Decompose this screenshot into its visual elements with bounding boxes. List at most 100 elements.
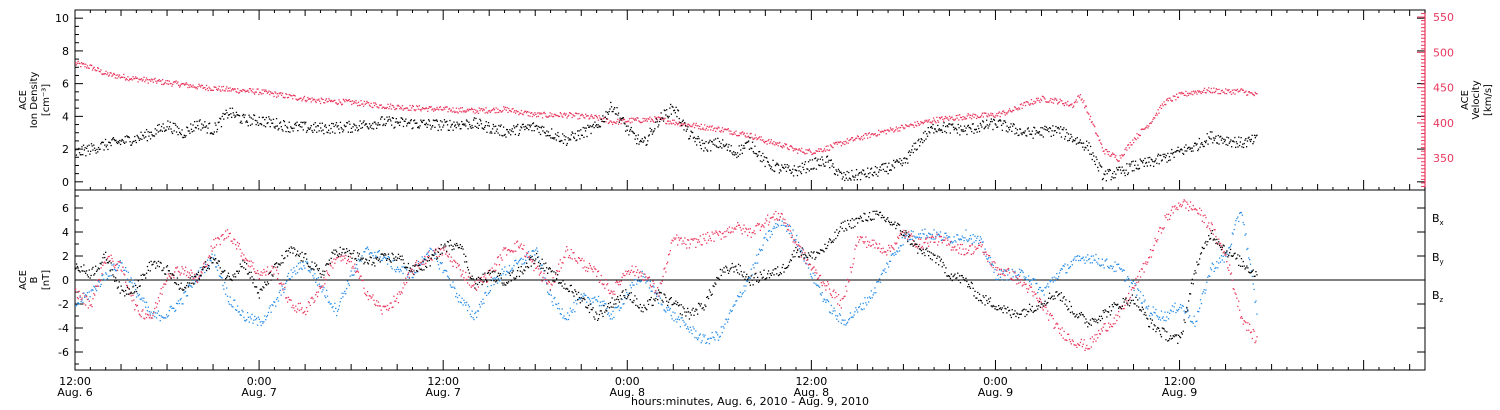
by-point: [889, 260, 892, 262]
by-point: [1142, 294, 1144, 297]
velocity-point: [812, 153, 814, 155]
bz-point: [468, 284, 471, 286]
velocity-point: [265, 90, 268, 92]
density-point: [441, 121, 443, 123]
velocity-point: [988, 115, 990, 117]
velocity-point: [354, 102, 356, 104]
by-point: [1101, 258, 1103, 260]
density-point: [525, 127, 528, 129]
velocity-point: [435, 108, 437, 110]
velocity-point: [209, 87, 211, 90]
density-point: [1246, 146, 1248, 148]
density-point: [970, 128, 972, 130]
density-point: [423, 119, 425, 121]
by-point: [530, 256, 532, 259]
density-point: [833, 166, 835, 168]
density-point: [841, 172, 843, 175]
by-point: [597, 300, 599, 303]
bz-point: [76, 297, 79, 299]
by-point: [599, 301, 601, 303]
bz-point: [486, 281, 488, 283]
velocity-point: [780, 146, 783, 148]
velocity-point: [618, 119, 621, 122]
density-point: [96, 148, 98, 151]
by-point: [1049, 281, 1052, 283]
density-point: [134, 135, 136, 138]
by-point: [829, 312, 832, 314]
by-point: [659, 297, 661, 299]
bz-point: [505, 247, 507, 249]
velocity-point: [861, 139, 864, 141]
velocity-point: [826, 149, 828, 151]
velocity-point: [559, 112, 561, 114]
velocity-point: [682, 123, 685, 125]
velocity-tick-label: 500: [1433, 46, 1454, 59]
velocity-point: [1012, 109, 1014, 111]
velocity-point: [1048, 101, 1050, 103]
by-point: [1128, 277, 1130, 280]
velocity-point: [458, 108, 460, 110]
by-point: [1202, 291, 1204, 293]
velocity-point: [1065, 102, 1067, 104]
density-point: [1189, 148, 1191, 150]
by-point: [541, 264, 543, 266]
by-point: [690, 329, 692, 331]
by-point: [1192, 322, 1194, 324]
velocity-point: [514, 110, 516, 112]
density-point: [1134, 160, 1137, 162]
bz-point: [175, 267, 177, 269]
velocity-point: [731, 133, 733, 135]
density-point: [271, 122, 273, 124]
bz-point: [607, 289, 610, 291]
velocity-point: [1206, 89, 1208, 91]
velocity-point: [1144, 128, 1146, 130]
by-point: [306, 262, 308, 264]
bz-point: [202, 266, 204, 269]
bz-point: [351, 267, 353, 269]
velocity-point: [198, 83, 200, 85]
density-point: [154, 128, 156, 130]
bz-point: [405, 277, 407, 279]
velocity-point: [1131, 144, 1133, 146]
velocity-point: [873, 133, 876, 135]
density-point: [443, 124, 445, 126]
by-point: [875, 292, 877, 294]
velocity-point: [268, 90, 270, 92]
velocity-point: [407, 109, 409, 111]
velocity-point: [1122, 154, 1125, 157]
by-point: [580, 293, 582, 295]
by-point: [86, 292, 89, 294]
by-point: [844, 319, 846, 321]
density-point: [628, 134, 630, 136]
density-point: [857, 174, 859, 176]
bz-point: [182, 268, 184, 270]
by-point: [901, 237, 903, 239]
bz-point: [75, 288, 77, 290]
density-point: [590, 132, 592, 135]
density-point: [101, 141, 103, 144]
velocity-point: [568, 114, 570, 116]
bz-point: [329, 264, 331, 266]
velocity-point: [525, 112, 528, 114]
velocity-point: [823, 148, 826, 150]
by-point: [108, 275, 110, 277]
velocity-point: [1068, 105, 1070, 107]
bz-point: [385, 305, 387, 307]
bz-point: [411, 268, 413, 271]
by-point: [1016, 277, 1018, 279]
by-point: [249, 316, 251, 318]
velocity-point: [398, 105, 400, 107]
velocity-point: [1000, 112, 1002, 114]
velocity-point: [1066, 104, 1068, 106]
by-point: [1031, 279, 1033, 281]
velocity-point: [1078, 95, 1080, 97]
velocity-point: [1202, 91, 1204, 93]
density-point: [487, 124, 489, 127]
velocity-point: [1195, 91, 1197, 93]
bz-point: [188, 272, 190, 274]
density-point: [135, 141, 137, 144]
velocity-point: [331, 100, 333, 102]
bz-point: [655, 290, 657, 292]
by-point: [855, 307, 857, 309]
velocity-point: [789, 145, 791, 148]
